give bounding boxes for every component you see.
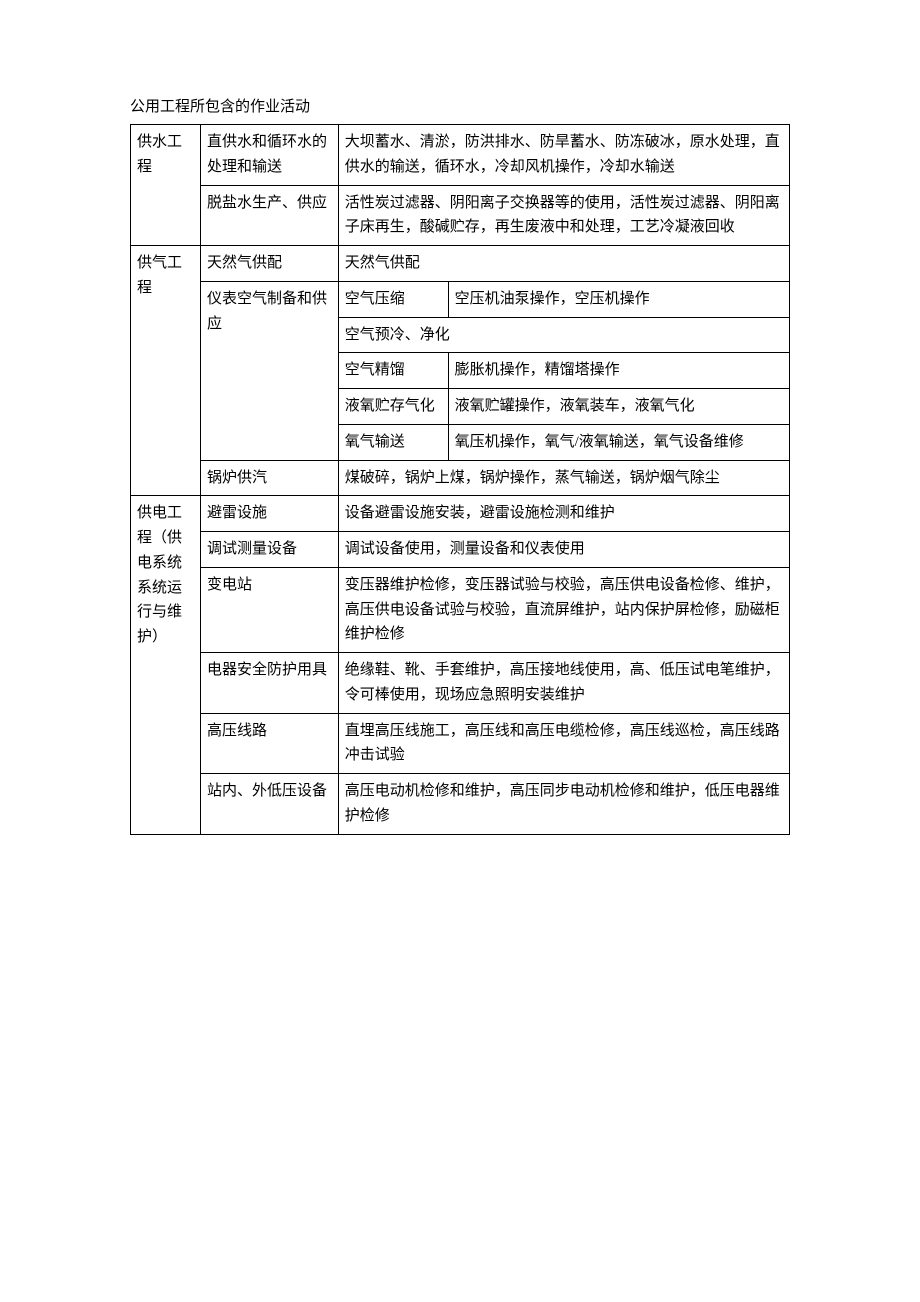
- table-row: 供气工程天然气供配天然气供配: [131, 246, 790, 282]
- description-cell: 变压器维护检修，变压器试验与校验，高压供电设备检修、维护，高压供电设备试验与校验…: [338, 567, 789, 652]
- subcategory-cell: 避雷设施: [200, 496, 338, 532]
- subcategory-cell: 脱盐水生产、供应: [200, 185, 338, 246]
- middle-cell: 空气压缩: [338, 281, 448, 317]
- category-cell: 供水工程: [131, 125, 201, 246]
- middle-cell: 空气精馏: [338, 353, 448, 389]
- description-cell: 天然气供配: [338, 246, 789, 282]
- subcategory-cell: 天然气供配: [200, 246, 338, 282]
- subcategory-cell: 高压线路: [200, 713, 338, 774]
- table-row: 站内、外低压设备高压电动机检修和维护，高压同步电动机检修和维护，低压电器维护检修: [131, 774, 790, 835]
- table-row: 供水工程直供水和循环水的处理和输送大坝蓄水、清淤，防洪排水、防旱蓄水、防冻破冰，…: [131, 125, 790, 186]
- description-cell: 调试设备使用，测量设备和仪表使用: [338, 532, 789, 568]
- table-row: 锅炉供汽煤破碎，锅炉上煤，锅炉操作，蒸气输送，锅炉烟气除尘: [131, 460, 790, 496]
- subcategory-cell: 调试测量设备: [200, 532, 338, 568]
- category-cell: 供气工程: [131, 246, 201, 496]
- subcategory-cell: 变电站: [200, 567, 338, 652]
- subcategory-cell: 仪表空气制备和供应: [200, 281, 338, 460]
- table-row: 供电工程（供电系统系统运行与维护）避雷设施设备避雷设施安装，避雷设施检测和维护: [131, 496, 790, 532]
- table-row: 电器安全防护用具绝缘鞋、靴、手套维护，高压接地线使用，高、低压试电笔维护，令可棒…: [131, 653, 790, 714]
- middle-cell: 氧气输送: [338, 424, 448, 460]
- table-row: 仪表空气制备和供应空气压缩空压机油泵操作，空压机操作: [131, 281, 790, 317]
- middle-cell: 空气预冷、净化: [338, 317, 789, 353]
- subcategory-cell: 直供水和循环水的处理和输送: [200, 125, 338, 186]
- page-title: 公用工程所包含的作业活动: [130, 95, 800, 116]
- description-cell: 氧压机操作，氧气/液氧输送，氧气设备维修: [448, 424, 789, 460]
- middle-cell: 液氧贮存气化: [338, 389, 448, 425]
- description-cell: 膨胀机操作，精馏塔操作: [448, 353, 789, 389]
- table-row: 高压线路直埋高压线施工，高压线和高压电缆检修，高压线巡检，高压线路冲击试验: [131, 713, 790, 774]
- table-row: 变电站变压器维护检修，变压器试验与校验，高压供电设备检修、维护，高压供电设备试验…: [131, 567, 790, 652]
- subcategory-cell: 锅炉供汽: [200, 460, 338, 496]
- subcategory-cell: 电器安全防护用具: [200, 653, 338, 714]
- description-cell: 空压机油泵操作，空压机操作: [448, 281, 789, 317]
- table-row: 脱盐水生产、供应活性炭过滤器、阴阳离子交换器等的使用，活性炭过滤器、阴阳离子床再…: [131, 185, 790, 246]
- description-cell: 液氧贮罐操作，液氧装车，液氧气化: [448, 389, 789, 425]
- description-cell: 高压电动机检修和维护，高压同步电动机检修和维护，低压电器维护检修: [338, 774, 789, 835]
- description-cell: 直埋高压线施工，高压线和高压电缆检修，高压线巡检，高压线路冲击试验: [338, 713, 789, 774]
- description-cell: 大坝蓄水、清淤，防洪排水、防旱蓄水、防冻破冰，原水处理，直供水的输送，循环水，冷…: [338, 125, 789, 186]
- description-cell: 设备避雷设施安装，避雷设施检测和维护: [338, 496, 789, 532]
- description-cell: 活性炭过滤器、阴阳离子交换器等的使用，活性炭过滤器、阴阳离子床再生，酸碱贮存，再…: [338, 185, 789, 246]
- subcategory-cell: 站内、外低压设备: [200, 774, 338, 835]
- description-cell: 绝缘鞋、靴、手套维护，高压接地线使用，高、低压试电笔维护，令可棒使用，现场应急照…: [338, 653, 789, 714]
- activities-table: 供水工程直供水和循环水的处理和输送大坝蓄水、清淤，防洪排水、防旱蓄水、防冻破冰，…: [130, 124, 790, 835]
- table-row: 调试测量设备调试设备使用，测量设备和仪表使用: [131, 532, 790, 568]
- category-cell: 供电工程（供电系统系统运行与维护）: [131, 496, 201, 834]
- description-cell: 煤破碎，锅炉上煤，锅炉操作，蒸气输送，锅炉烟气除尘: [338, 460, 789, 496]
- table-body: 供水工程直供水和循环水的处理和输送大坝蓄水、清淤，防洪排水、防旱蓄水、防冻破冰，…: [131, 125, 790, 835]
